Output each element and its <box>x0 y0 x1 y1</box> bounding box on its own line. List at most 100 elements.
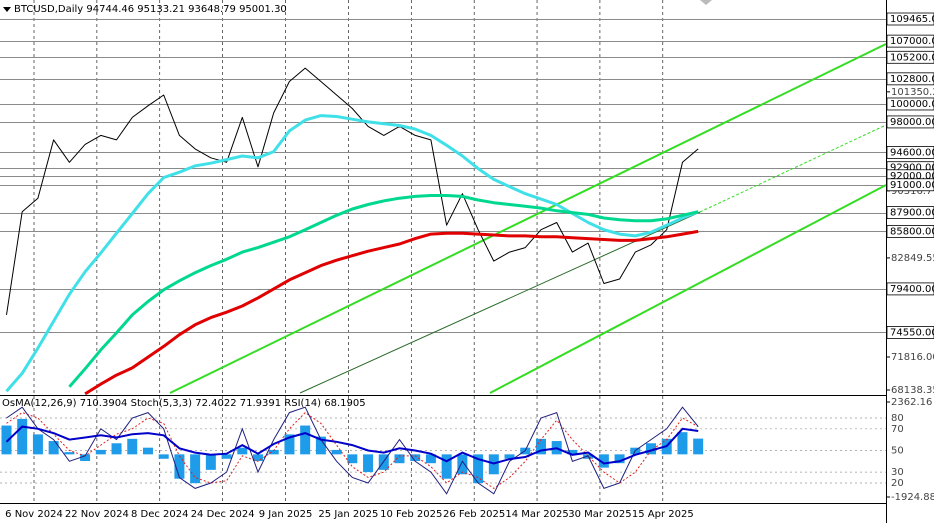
axis: 6 Nov 2024 22 Nov 2024 8 Dec 2024 24 Dec 20… <box>5 12 934 520</box>
osma-bar <box>95 449 106 455</box>
price-line <box>5 114 699 393</box>
level-label: 92000.00 <box>890 171 934 182</box>
osma-bar <box>268 449 279 455</box>
grid <box>0 0 886 503</box>
indicator-line <box>5 425 699 465</box>
level-label-box <box>886 50 934 64</box>
level-label: 102800.00 <box>890 74 934 85</box>
level-label-box <box>886 206 934 219</box>
osma-bar <box>158 454 169 459</box>
osma-bar <box>646 443 657 455</box>
level-label: 87900.00 <box>890 208 934 219</box>
x-tick-label: 26 Feb 2025 <box>443 509 505 520</box>
osma-bar <box>504 454 515 459</box>
osma-bar <box>425 454 436 464</box>
osma-bar <box>48 441 59 455</box>
level-label-box <box>886 178 934 192</box>
osma-bar <box>363 454 374 473</box>
level-label: 100000.00 <box>890 99 934 110</box>
y-tick-label: 80 <box>891 413 904 424</box>
osma-bar <box>17 418 28 455</box>
osma-bar <box>598 454 609 468</box>
price-line <box>6 67 699 315</box>
osma-bar <box>221 454 232 459</box>
osma-bar <box>614 454 625 464</box>
osma-bar <box>205 454 216 470</box>
shift-marker <box>700 0 712 5</box>
x-tick-label: 14 Mar 2025 <box>505 509 568 520</box>
y-tick-label: 90316.7 <box>891 186 932 197</box>
osma-bar <box>457 454 468 475</box>
x-tick-label: 15 Apr 2025 <box>632 509 694 520</box>
level-label-box <box>886 146 934 159</box>
y-tick-label: 70 <box>891 424 904 435</box>
x-tick-label: 22 Nov 2024 <box>65 509 129 520</box>
y-tick-label: 2362.16 <box>891 397 932 408</box>
y-tick-label: 101350.25 <box>891 87 934 98</box>
level-label: 85800.00 <box>890 226 934 237</box>
level-label: 105200.00 <box>890 52 934 63</box>
menu-arrow <box>3 7 11 12</box>
level-label: 91000.00 <box>890 180 934 191</box>
x-tick-label: 10 Feb 2025 <box>380 509 442 520</box>
osma-bar <box>253 454 264 461</box>
osma-bar <box>315 436 326 455</box>
osma-bar <box>410 454 421 461</box>
y-tick-label: 30 <box>891 467 904 478</box>
level-label-box <box>886 97 934 111</box>
indicator-title: OsMA(12,26,9) 710.3904 Stoch(5,3,3) 72.4… <box>2 398 366 409</box>
osma-bar <box>64 452 75 455</box>
osma-bar <box>300 425 311 455</box>
trend-line <box>699 124 887 213</box>
y-tick-label: 50 <box>891 445 904 456</box>
osma-bar <box>1 425 12 455</box>
osma-bar <box>284 434 295 455</box>
osma-bar <box>441 454 452 479</box>
level-label-box <box>886 34 934 48</box>
level-label: 98000.00 <box>890 117 934 128</box>
x-tick-label: 24 Dec 2024 <box>191 509 255 520</box>
indicator-line <box>6 406 699 495</box>
y-tick-label: 82849.55 <box>891 253 934 264</box>
osma-bar <box>473 454 484 484</box>
osma-bar <box>567 449 578 455</box>
x-tick-label: 25 Jan 2025 <box>318 509 378 520</box>
osma-bar <box>80 454 91 461</box>
level-label-box <box>886 72 934 86</box>
osma-bar <box>190 454 201 484</box>
y-tick-label: 71816.00 <box>891 352 934 363</box>
level-label-box <box>886 12 934 26</box>
trend-line <box>299 211 701 394</box>
level-label: 109465.00 <box>890 14 934 25</box>
osma-bar <box>535 438 546 455</box>
x-tick-label: 8 Dec 2024 <box>131 509 189 520</box>
osma-bar <box>142 447 153 455</box>
y-tick-label: -1924.8808 <box>891 492 934 503</box>
level-label: 94600.00 <box>890 147 934 158</box>
osma-bar <box>237 447 248 455</box>
osma-bar <box>394 454 405 464</box>
channel-line <box>169 43 887 394</box>
y-tick-label: 20 <box>891 478 904 489</box>
osma-bar <box>693 438 704 455</box>
osma-bar <box>111 443 122 455</box>
level-label-box <box>886 326 934 339</box>
price-line <box>84 229 699 396</box>
chart-title: BTCUSD,Daily 94744.46 95133.21 93648.79 … <box>14 4 287 15</box>
x-tick-label: 6 Nov 2024 <box>5 509 63 520</box>
plot <box>1 67 704 495</box>
osma-bar <box>174 454 185 479</box>
osma-bar <box>331 449 342 455</box>
channel-line <box>489 184 887 394</box>
osma-bar <box>32 434 43 455</box>
level-label-box <box>886 225 934 238</box>
y-tick-label: 68138.35 <box>891 385 934 396</box>
level-label: 107000.00 <box>890 36 934 47</box>
x-tick-label: 9 Jan 2025 <box>259 509 313 520</box>
x-tick-label: 30 Mar 2025 <box>568 509 631 520</box>
level-label-box <box>886 115 934 129</box>
osma-bar <box>127 438 138 455</box>
level-label-box <box>886 282 934 296</box>
